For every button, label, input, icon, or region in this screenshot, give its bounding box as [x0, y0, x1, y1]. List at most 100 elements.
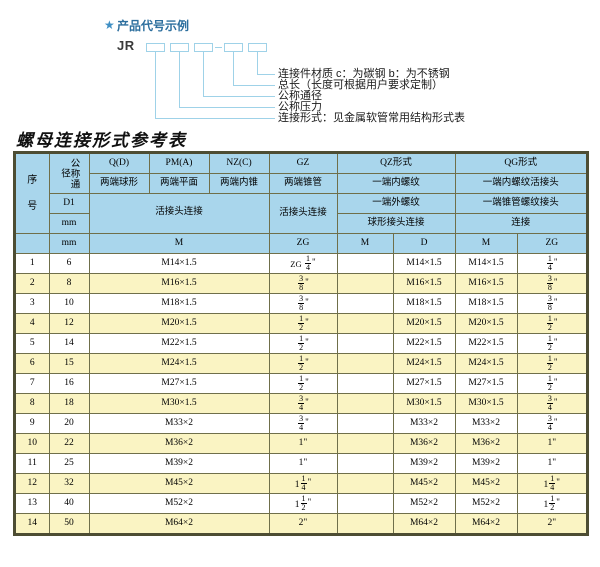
cell-qg-m: M52×2 — [454, 493, 518, 514]
cell-nominal-dia: 14 — [48, 333, 90, 354]
cell-qz-d: M64×2 — [392, 513, 456, 535]
cell-m: M64×2 — [88, 513, 270, 535]
header-conn-gz: 活接头连接 — [268, 193, 338, 234]
header-nominal-unit: mm — [48, 213, 90, 234]
cell-qz-m — [336, 513, 394, 535]
cell-nominal-dia: 20 — [48, 413, 90, 434]
cell-gz: 3 8 " — [268, 273, 338, 294]
header-nominal-dia: 公称通径 — [48, 152, 90, 194]
header-conn-left: 活接头连接 — [88, 193, 270, 234]
cell-m: M14×1.5 — [88, 253, 270, 274]
cell-gz: 1 2 " — [268, 373, 338, 394]
legend-annotation-2: 总长（长度可根据用户要求定制） — [278, 79, 443, 91]
cell-nominal-dia: 40 — [48, 493, 90, 514]
cell-m: M36×2 — [88, 433, 270, 454]
table-row: 14 50 M64×2 2" M64×2 M64×2 2" — [14, 513, 589, 535]
cell-m: M52×2 — [88, 493, 270, 514]
cell-gz: 3 4 " — [268, 393, 338, 414]
cell-qg-m: M16×1.5 — [454, 273, 518, 294]
header-conn-left-text: 活接头连接 — [155, 207, 203, 218]
header-code-qz: QZ形式 — [336, 152, 456, 174]
leader-line-h-4 — [233, 85, 275, 86]
cell-qz-m — [336, 273, 394, 294]
cell-nominal-dia: 50 — [48, 513, 90, 535]
table-row: 3 10 M18×1.5 3 8 " M18×1.5 M18×1.5 3 8 " — [14, 293, 589, 314]
cell-qz-m — [336, 373, 394, 394]
header-desc-qz: 一端内螺纹 — [336, 173, 456, 194]
cell-qz-m — [336, 433, 394, 454]
leader-line-h-5 — [257, 74, 275, 75]
cell-qg-m: M33×2 — [454, 413, 518, 434]
code-box-3 — [194, 43, 213, 52]
header-desc-gz: 两端锥管 — [268, 173, 338, 194]
table-body: 1 6 M14×1.5 ZG 1 4 " M14×1.5 M14×1.5 1 4 " 2 8 M16×1.… — [14, 253, 589, 535]
header-row-desc: 两端球形 两端平面 两端内锥 两端锥管 一端内螺纹 一端内螺纹活接头 — [15, 173, 589, 194]
cell-qz-m — [336, 353, 394, 374]
table-row: 8 18 M30×1.5 3 4 " M30×1.5 M30×1.5 3 4 " — [14, 393, 589, 414]
header-code-qd: Q(D) — [88, 152, 150, 174]
cell-seq: 6 — [14, 353, 50, 374]
cell-nominal-dia: 32 — [48, 473, 90, 494]
cell-qg-zg: 3 8 " — [516, 273, 589, 294]
cell-qz-d: M14×1.5 — [392, 253, 456, 274]
cell-m: M22×1.5 — [88, 333, 270, 354]
cell-qg-m: M39×2 — [454, 453, 518, 474]
cell-qz-m — [336, 293, 394, 314]
table-row: 7 16 M27×1.5 1 2 " M27×1.5 M27×1.5 1 2 " — [14, 373, 589, 394]
cell-qz-d: M24×1.5 — [392, 353, 456, 374]
table-row: 4 12 M20×1.5 1 2 " M20×1.5 M20×1.5 1 2 " — [14, 313, 589, 334]
legend-annotation-3: 公称通径 — [278, 90, 322, 102]
cell-seq: 7 — [14, 373, 50, 394]
cell-qg-zg: 3 8 " — [516, 293, 589, 314]
table-row: 9 20 M33×2 3 4 " M33×2 M33×2 3 4 " — [14, 413, 589, 434]
legend-annotation-5: 连接形式：见金属软管常用结构形式表 — [278, 112, 465, 124]
cell-qg-m: M45×2 — [454, 473, 518, 494]
code-dash — [215, 47, 222, 48]
header-desc-pma: 两端平面 — [148, 173, 210, 194]
cell-qz-m — [336, 393, 394, 414]
cell-m: M33×2 — [88, 413, 270, 434]
cell-nominal-dia: 12 — [48, 313, 90, 334]
header-code-gz: GZ — [268, 152, 338, 174]
cell-nominal-dia: 18 — [48, 393, 90, 414]
cell-qz-d: M45×2 — [392, 473, 456, 494]
table-row: 1 6 M14×1.5 ZG 1 4 " M14×1.5 M14×1.5 1 4 " — [14, 253, 589, 274]
table-header: 序 号 公称通径 Q(D) PM(A) NZ(C) GZ QZ形式 QG形式 两… — [14, 152, 589, 254]
legend-title: 产品代号示例 — [117, 19, 190, 33]
cell-qg-m: M18×1.5 — [454, 293, 518, 314]
table-row: 5 14 M22×1.5 1 2 " M22×1.5 M22×1.5 1 2 " — [14, 333, 589, 354]
code-box-4 — [224, 43, 243, 52]
cell-qg-m: M64×2 — [454, 513, 518, 535]
header-row-units: mm M ZG M D M ZG — [14, 233, 589, 254]
cell-qg-zg: 1 2 " — [516, 313, 589, 334]
cell-m: M45×2 — [88, 473, 270, 494]
cell-seq: 4 — [14, 313, 50, 334]
product-code-prefix: JR — [117, 38, 135, 53]
cell-nominal-dia: 10 — [48, 293, 90, 314]
cell-seq: 2 — [14, 273, 50, 294]
cell-qg-m: M14×1.5 — [454, 253, 518, 274]
cell-gz: 2" — [268, 513, 338, 535]
product-code-legend: ★ 产品代号示例 JR 连接件材质 c：为碳钢 b：为不锈钢 总长（长度可根据用… — [0, 0, 600, 124]
header-nominal-d1: D1 — [48, 193, 90, 214]
cell-qz-d: M30×1.5 — [392, 393, 456, 414]
header-conn-qg: 一端锥管螺纹接头 — [454, 193, 589, 214]
cell-nominal-dia: 8 — [48, 273, 90, 294]
cell-seq: 13 — [14, 493, 50, 514]
cell-qz-m — [336, 333, 394, 354]
header-desc-qg: 一端内螺纹活接头 — [454, 173, 589, 194]
cell-qg-zg: 3 4 " — [516, 413, 589, 434]
leader-line-h-1 — [155, 118, 275, 119]
cell-qz-d: M27×1.5 — [392, 373, 456, 394]
cell-nominal-dia: 15 — [48, 353, 90, 374]
cell-qg-zg: 1 1 4 " — [516, 473, 589, 494]
header-conn-qz: 一端外螺纹 — [336, 193, 456, 214]
code-box-5 — [248, 43, 267, 52]
cell-qg-zg: 3 4 " — [516, 393, 589, 414]
header-unit-seq — [14, 233, 50, 254]
legend-annotation-4: 公称压力 — [278, 101, 322, 113]
cell-gz: 1" — [268, 433, 338, 454]
leader-line-h-2 — [179, 107, 275, 108]
table-row: 2 8 M16×1.5 3 8 " M16×1.5 M16×1.5 3 8 " — [14, 273, 589, 294]
table-row: 12 32 M45×2 1 1 4 " M45×2 M45×2 1 1 4 " — [14, 473, 589, 494]
